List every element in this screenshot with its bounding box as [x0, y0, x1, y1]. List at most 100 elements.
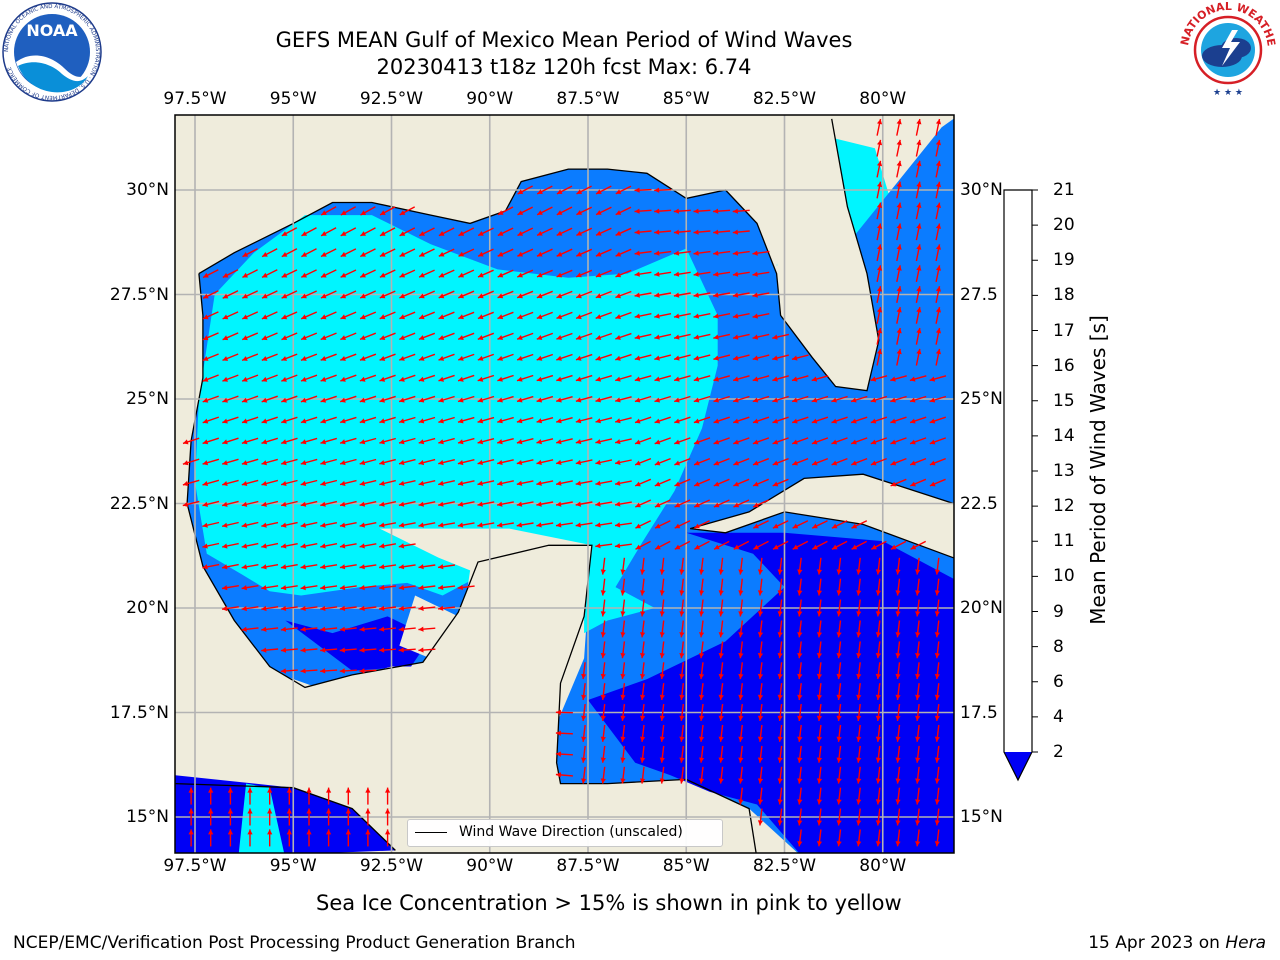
wave-arrow: [640, 620, 646, 638]
wave-arrow: [516, 522, 534, 528]
wave-arrow: [654, 540, 671, 550]
wave-arrow: [895, 662, 901, 680]
wave-arrow: [896, 286, 902, 303]
wave-period-field: [175, 118, 954, 853]
wave-arrow: [261, 332, 278, 341]
wave-arrow: [300, 543, 318, 549]
wave-arrow: [595, 311, 612, 319]
wave-arrow: [202, 290, 219, 299]
wave-arrow: [221, 563, 239, 570]
wave-arrow: [247, 829, 253, 847]
wave-arrow: [836, 808, 842, 826]
wave-arrow: [517, 269, 534, 278]
wave-arrow: [536, 185, 553, 195]
wave-arrow: [359, 626, 377, 632]
wave-arrow: [418, 564, 436, 570]
wave-arrow: [242, 290, 258, 299]
wave-arrow: [777, 620, 783, 638]
wave-arrow: [674, 437, 691, 445]
wave-arrow: [241, 564, 259, 570]
wave-arrow: [772, 395, 789, 403]
wave-arrow: [693, 250, 711, 256]
wave-arrow: [556, 438, 573, 445]
lat-label-left: 30°N: [126, 180, 169, 200]
wave-arrow: [679, 766, 685, 784]
wave-arrow: [693, 333, 711, 340]
us-coastline: [198, 118, 880, 392]
wave-arrow: [816, 599, 822, 617]
footer-credit: NCEP/EMC/Verification Post Processing Pr…: [13, 933, 576, 953]
sea-ice-caption: Sea Ice Concentration > 15% is shown in …: [316, 891, 902, 915]
wave-arrow: [732, 333, 750, 340]
wave-arrow: [915, 306, 922, 324]
wave-arrow: [875, 808, 881, 826]
wave-arrow: [752, 395, 770, 403]
lat-label-right: 15°N: [960, 807, 1003, 827]
wave-arrow: [399, 290, 416, 299]
wave-arrow: [890, 457, 907, 466]
wave-arrow: [556, 332, 573, 340]
wave-arrow: [320, 522, 338, 528]
wave-arrow: [320, 332, 337, 341]
colorbar-tick-label: 4: [1053, 706, 1064, 727]
wave-arrow: [659, 724, 665, 742]
wave-arrow: [654, 354, 672, 361]
wave-arrow: [280, 416, 298, 424]
wave-arrow: [600, 620, 606, 638]
wave-arrow: [306, 787, 312, 805]
wave-arrow: [385, 787, 391, 805]
wave-arrow: [496, 501, 514, 507]
wave-arrow: [772, 457, 789, 466]
wave-arrow: [718, 704, 724, 721]
wave-arrow: [320, 605, 338, 611]
wave-arrow: [221, 585, 239, 591]
wave-arrow: [457, 584, 475, 591]
wave-arrow: [286, 787, 292, 805]
wave-arrow: [261, 479, 279, 486]
wave-arrow: [890, 416, 907, 424]
wave-arrow: [836, 724, 842, 742]
wave-arrow: [909, 457, 927, 466]
wave-arrow: [895, 641, 901, 659]
wave-arrow: [497, 290, 514, 299]
wave-arrow: [477, 395, 495, 403]
wave-arrow: [306, 829, 312, 847]
wave-arrow: [326, 829, 332, 847]
wave-arrow: [418, 647, 436, 653]
wave-arrow: [713, 313, 731, 319]
colorbar-frame: [1003, 189, 1033, 782]
wave-arrow: [757, 766, 764, 784]
wave-arrow: [280, 668, 298, 674]
wave-arrow: [915, 557, 921, 575]
wave-arrow: [286, 808, 292, 826]
map-title: GEFS MEAN Gulf of Mexico Mean Period of …: [275, 28, 853, 52]
wave-arrow: [895, 704, 901, 721]
lon-label-top: 82.5°W: [752, 89, 817, 109]
wave-arrow: [634, 375, 652, 382]
wave-arrow: [261, 290, 278, 299]
wave-arrow: [713, 540, 730, 550]
wave-arrow: [659, 599, 665, 617]
wave-arrow: [600, 683, 606, 701]
wave-arrow: [654, 375, 672, 382]
wave-arrow: [934, 662, 940, 680]
lat-label-right: 17.5: [960, 702, 998, 723]
wave-arrow: [418, 626, 436, 632]
wave-arrow: [856, 829, 862, 847]
wave-arrow: [418, 353, 436, 361]
wave-arrow: [516, 501, 534, 507]
wave-arrow: [620, 745, 626, 763]
wave-arrow: [339, 647, 357, 653]
wave-arrow: [556, 353, 573, 361]
wave-arrow: [536, 311, 553, 320]
wave-arrow: [300, 311, 318, 320]
wave-arrow: [320, 374, 337, 382]
wave-arrow: [385, 808, 391, 826]
wave-arrow: [261, 353, 278, 361]
wave-arrow: [713, 250, 731, 256]
colorbar-tick-label: 14: [1053, 425, 1075, 446]
wave-arrow: [575, 480, 593, 486]
wave-arrow: [576, 248, 593, 257]
wave-arrow: [876, 244, 883, 262]
wave-arrow: [654, 333, 672, 340]
